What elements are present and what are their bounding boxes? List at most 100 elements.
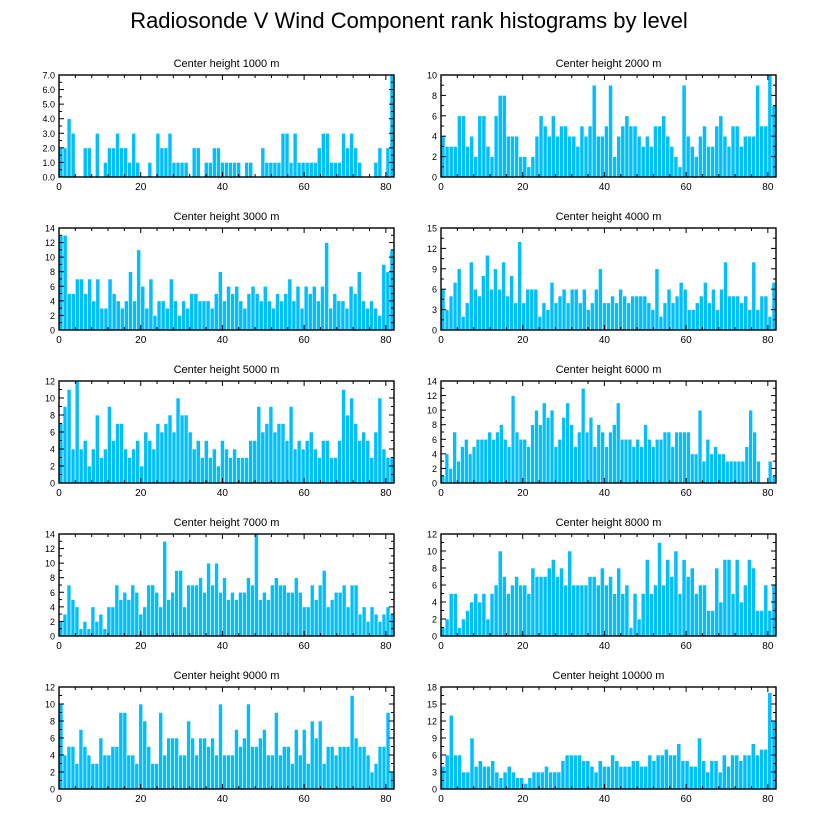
histogram-bar [475, 438, 481, 484]
histogram-bar [179, 162, 185, 178]
histogram-bar [288, 162, 294, 178]
histogram-bar [111, 293, 117, 331]
histogram-bar [341, 584, 347, 637]
histogram-bar [677, 593, 683, 637]
y-tick-label: 12 [45, 683, 55, 693]
histogram-bar [744, 446, 750, 484]
histogram-bar [481, 275, 486, 331]
histogram-bar [693, 156, 699, 178]
x-tick-label: 20 [517, 182, 529, 193]
histogram-bar [763, 125, 769, 178]
histogram-bar [752, 431, 757, 484]
histogram-bar [739, 302, 745, 331]
histogram-bar [195, 147, 201, 178]
histogram-bar [452, 282, 458, 331]
histogram-bar [518, 584, 524, 637]
histogram-bar [275, 293, 280, 331]
histogram-bar [614, 302, 619, 331]
x-tick-label: 60 [681, 488, 693, 499]
histogram-bar [270, 754, 275, 790]
histogram-bar [321, 132, 326, 178]
histogram-bar [209, 307, 215, 331]
histogram-bar [224, 162, 229, 178]
histogram-bar [673, 156, 679, 178]
histogram-bar [321, 763, 327, 790]
y-tick-label: 4 [50, 602, 55, 612]
histogram-bar [630, 760, 636, 790]
histogram-bar [657, 542, 662, 637]
histogram-bar [677, 166, 683, 178]
histogram-bar [517, 241, 523, 331]
histogram-bar [495, 431, 500, 484]
histogram-bar [759, 749, 764, 790]
histogram-bar [661, 584, 666, 637]
histogram-bar [287, 278, 293, 331]
x-tick-label: 20 [135, 488, 147, 499]
x-tick-label: 60 [681, 335, 693, 346]
histogram-bar [307, 293, 313, 331]
histogram-bar [626, 766, 632, 790]
histogram-bar [107, 147, 112, 178]
histogram-bar [563, 125, 568, 178]
histogram-bar [262, 591, 267, 637]
histogram-bar [341, 389, 346, 484]
histogram-bar [296, 440, 302, 484]
histogram-bar [734, 754, 740, 790]
histogram-bar [654, 268, 660, 331]
histogram-bar [721, 754, 727, 790]
histogram-bar [266, 754, 271, 790]
histogram-bar [465, 771, 471, 790]
histogram-bar [606, 302, 611, 331]
chart-panel: Center height 6000 m 0 20 40 60 80 0 2 4 6 8 10 12 14 [427, 364, 777, 499]
histogram-bar [632, 125, 638, 178]
histogram-bar [636, 618, 642, 637]
histogram-bar [295, 285, 301, 331]
histogram-bar [286, 746, 291, 790]
x-tick-label: 0 [438, 488, 444, 499]
histogram-bar [644, 135, 650, 178]
histogram-bar [238, 300, 244, 331]
histogram-bar [618, 766, 624, 790]
histogram-bar [284, 440, 290, 484]
histogram-bar [182, 754, 187, 790]
histogram-bar [222, 754, 227, 790]
histogram-bar [638, 295, 644, 331]
chart-panel: Center height 9000 m 0 20 40 60 80 0 2 4 6 8 10 12 [45, 670, 395, 805]
histogram-bar [571, 135, 577, 178]
histogram-bar [353, 737, 359, 790]
histogram-bar [604, 584, 609, 637]
histogram-bar [98, 613, 104, 637]
histogram-bar [702, 125, 707, 178]
histogram-bar [272, 162, 278, 178]
histogram-bar [143, 431, 149, 484]
panel-title: Center height 10000 m [553, 670, 665, 682]
histogram-bar [534, 409, 539, 484]
histogram-bar [468, 261, 474, 331]
histogram-bar [647, 754, 653, 790]
histogram-bar [591, 84, 597, 178]
histogram-bar [276, 423, 282, 484]
x-tick-label: 80 [762, 641, 774, 652]
histogram-bar [714, 125, 720, 178]
histogram-bar [66, 118, 72, 178]
histogram-bar [308, 431, 314, 484]
y-tick-label: 4 [432, 132, 437, 142]
histogram-bar [735, 295, 740, 331]
histogram-bar [293, 577, 299, 637]
histogram-bar [612, 424, 617, 484]
histogram-bar [661, 115, 666, 178]
histogram-bar [348, 285, 354, 331]
histogram-bar [529, 288, 535, 331]
histogram-bar [185, 307, 191, 331]
histogram-bar [669, 146, 675, 178]
x-tick-label: 0 [438, 794, 444, 805]
histogram-bar [550, 115, 556, 178]
histogram-bar [604, 446, 609, 484]
x-tick-label: 80 [762, 182, 774, 193]
y-tick-label: 10 [45, 559, 55, 569]
histogram-bar [317, 147, 322, 178]
histogram-bar [304, 162, 310, 178]
y-tick-label: 8 [50, 267, 55, 277]
histogram-bar [82, 746, 88, 790]
y-tick-label: 12 [45, 377, 55, 387]
